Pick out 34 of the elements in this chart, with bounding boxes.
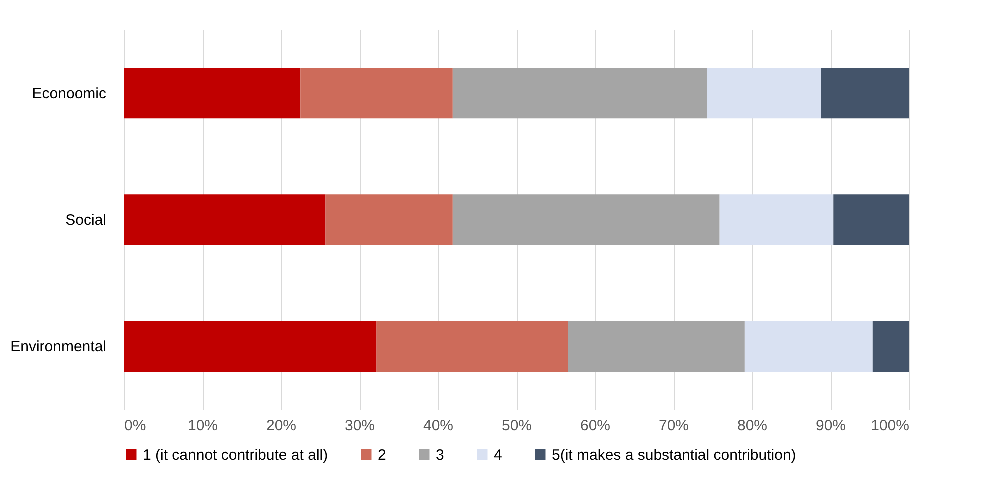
legend-label: 4: [494, 446, 502, 464]
bar: [834, 194, 909, 246]
y-tick-label: Econoomic: [32, 85, 107, 102]
x-tick-label: 100%: [871, 418, 910, 434]
legend-label: 3: [436, 446, 444, 464]
x-tick-label: 60%: [580, 418, 611, 434]
bar: [124, 194, 326, 246]
bar: [376, 321, 568, 372]
legend-label: 5(it makes a substantial contribution): [552, 446, 796, 464]
bar: [452, 194, 720, 246]
bar: [300, 68, 453, 119]
x-tick-label: 80%: [737, 418, 768, 434]
x-tick-label: 70%: [658, 418, 690, 434]
bar: [326, 194, 453, 246]
bar: [568, 321, 745, 372]
x-tick-label: 40%: [423, 418, 454, 434]
legend-label: 1 (it cannot contribute at all): [143, 446, 328, 464]
bar: [720, 194, 834, 246]
bar: [707, 68, 822, 119]
bar: [744, 321, 873, 372]
x-tick-label: 30%: [344, 418, 376, 434]
bar: [124, 68, 301, 119]
y-tick-label: Social: [66, 212, 106, 229]
bar: [821, 68, 909, 119]
bar: [872, 321, 909, 372]
y-tick-label: Environmental: [10, 338, 106, 356]
x-tick-label: 20%: [266, 418, 297, 434]
x-tick-label: 0%: [124, 418, 146, 434]
bar: [124, 321, 377, 372]
bar: [452, 68, 708, 119]
x-tick-label: 10%: [188, 418, 218, 434]
legend-label: 2: [378, 446, 386, 464]
x-tick-label: 50%: [502, 418, 532, 434]
x-tick-label: 90%: [816, 418, 846, 434]
